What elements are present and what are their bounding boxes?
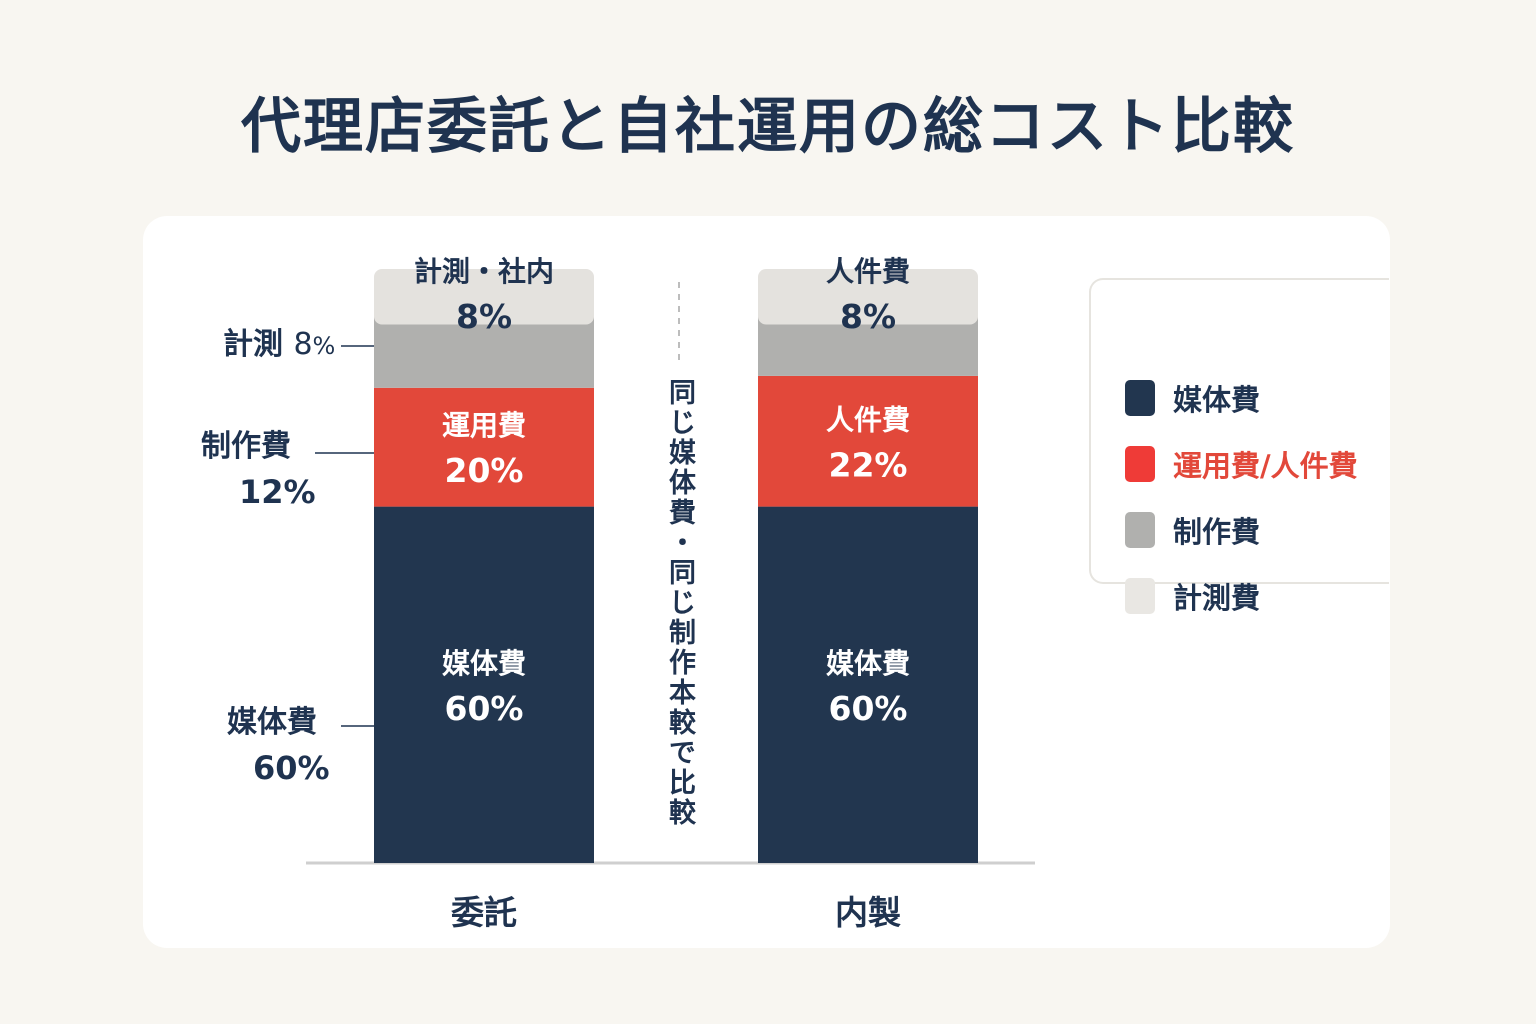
legend-item-measurement: 計測費 [1125,576,1260,616]
data-label-value: 22% [829,445,908,484]
side-label-production-value: 12% [239,472,316,511]
center-note: 同じ媒体費・同じ制作本較で比較 [664,378,695,828]
legend-label: 計測費 [1173,581,1261,615]
data-label-name: 人件費 [826,403,910,436]
bar-segment-measurement [374,269,594,325]
legend-swatch-icon [1125,380,1155,416]
x-tick-label: 内製 [835,893,901,932]
bar-segment-production [374,316,594,388]
side-label-measurement-name: 計測 [223,327,283,362]
x-tick-label: 委託 [451,893,517,932]
bar-segment-media [758,506,978,863]
side-label-production: 制作費 12% [201,428,316,512]
bar-segment-ops [758,375,978,507]
side-label-media: 媒体費 60% [227,704,330,788]
data-label-name: 媒体費 [442,647,526,680]
data-label-name: 媒体費 [826,647,910,680]
legend-label: 運用費/人件費 [1173,449,1358,483]
stacked-bar-chart: 媒体費 60% 運用費 20% 計測・社内 8% 委託 媒体費 60% 人件費 22% 人件費 8% 内製 [306,255,1035,932]
data-label-value: 8% [840,297,896,336]
data-label-name: 計測・社内 [414,255,554,288]
bar-segment-ops [374,387,594,507]
legend-swatch-icon [1125,512,1155,548]
bar-segment-production [758,316,978,376]
bar-segment-media [374,506,594,863]
data-label-value: 60% [829,689,908,728]
side-label-media-value: 60% [253,748,330,787]
side-label-production-name: 制作費 [201,429,291,464]
side-label-media-name: 媒体費 [227,705,317,740]
legend-item-production: 制作費 [1125,510,1260,550]
legend-swatch-icon [1125,578,1155,614]
legend-item-ops: 運用費/人件費 [1125,444,1358,484]
page-title: 代理店委託と自社運用の総コスト比較 [241,92,1295,162]
data-label-value: 20% [445,451,524,490]
legend-label: 制作費 [1173,515,1261,549]
data-label-value: 60% [445,689,524,728]
legend: 媒体費 運用費/人件費 制作費 計測費 [1089,278,1389,615]
data-label-name: 人件費 [826,255,910,288]
side-label-measurement: 計測 8% [223,326,335,364]
legend-item-media: 媒体費 [1125,378,1260,418]
data-label-value: 8% [456,297,512,336]
bar-segment-measurement [758,269,978,325]
legend-label: 媒体費 [1173,383,1261,417]
legend-swatch-icon [1125,446,1155,482]
side-label-measurement-unit: % [312,332,336,360]
side-label-measurement-value: 8 [293,327,313,362]
data-label-name: 運用費 [442,409,526,442]
